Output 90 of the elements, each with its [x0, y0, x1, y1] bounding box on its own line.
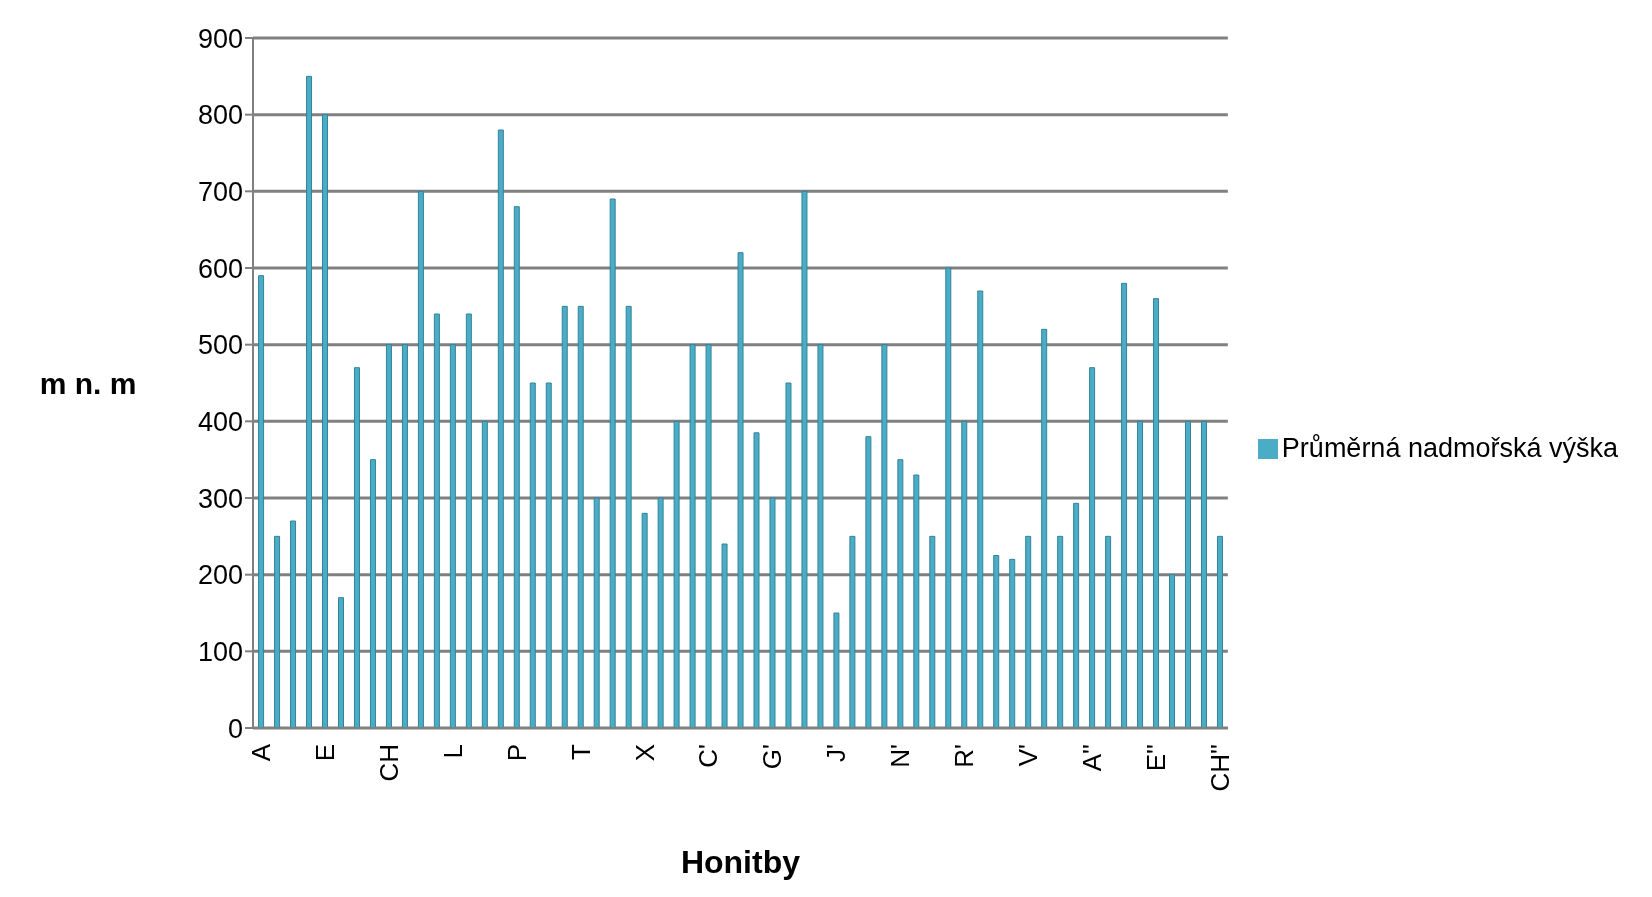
x-tick-label: E''	[1140, 744, 1171, 772]
y-tick-label: 500	[197, 330, 243, 361]
bar	[881, 344, 888, 728]
bar	[849, 535, 856, 728]
bar	[1216, 535, 1223, 728]
y-tick-label: 800	[197, 100, 243, 131]
bar	[689, 344, 696, 728]
bar	[481, 420, 488, 728]
x-tick-label: X	[629, 744, 660, 762]
y-tick-label: 300	[197, 483, 243, 514]
bar	[561, 305, 568, 728]
bar	[1041, 328, 1048, 728]
bar	[1137, 420, 1144, 728]
bar	[625, 305, 632, 728]
y-tick-label: 600	[197, 253, 243, 284]
bar	[417, 190, 424, 728]
bar	[1105, 535, 1112, 728]
bar	[258, 275, 265, 728]
bar	[865, 436, 872, 728]
bar	[385, 344, 392, 728]
bar	[801, 190, 808, 728]
bar	[513, 206, 520, 728]
x-tick-label: T	[565, 743, 596, 760]
bar	[433, 313, 440, 728]
bar	[817, 344, 824, 728]
bar	[274, 535, 281, 728]
y-tick-label: 900	[197, 23, 243, 54]
bar	[1073, 502, 1080, 728]
x-tick-label: R'	[949, 744, 980, 768]
bar	[1185, 420, 1192, 728]
bar	[945, 267, 952, 728]
bar	[545, 382, 552, 728]
x-tick-label: A''	[1077, 744, 1108, 772]
x-tick-label: A	[245, 743, 276, 762]
bar	[1025, 535, 1032, 728]
y-tick-label: 100	[197, 636, 243, 667]
bar	[929, 535, 936, 728]
bar	[657, 497, 664, 728]
x-tick-label: V'	[1013, 744, 1044, 767]
x-tick-label: N'	[885, 744, 916, 768]
bar	[993, 555, 1000, 728]
bar	[290, 520, 297, 728]
bar	[609, 198, 616, 728]
x-tick-label: E	[309, 744, 340, 762]
bar	[1057, 535, 1064, 728]
x-tick-label: J'	[821, 744, 852, 762]
bar	[737, 252, 744, 728]
bar	[673, 420, 680, 728]
bar	[1121, 282, 1128, 728]
bar	[1089, 367, 1096, 728]
y-tick-label: 400	[197, 406, 243, 437]
y-tick-label: 200	[197, 560, 243, 591]
x-tick-label: P	[501, 744, 532, 762]
x-tick-label: C'	[693, 744, 724, 768]
bar	[913, 474, 920, 728]
bar	[322, 114, 329, 728]
bar	[593, 497, 600, 728]
bar	[785, 382, 792, 728]
bar	[721, 543, 728, 728]
bar	[705, 344, 712, 728]
bar	[529, 382, 536, 728]
x-axis-title: Honitby	[680, 844, 801, 880]
bar	[306, 75, 313, 728]
x-tick-label: L	[437, 744, 468, 759]
bar	[577, 305, 584, 728]
bar	[1153, 298, 1160, 728]
y-tick-label: 0	[227, 713, 243, 744]
bar	[897, 459, 904, 728]
bar	[1200, 420, 1207, 728]
x-tick-label: G'	[757, 744, 788, 770]
bar	[961, 420, 968, 728]
legend-label: Průměrná nadmořská výška	[1281, 432, 1618, 463]
bar	[1169, 574, 1176, 728]
bar	[497, 129, 504, 728]
y-tick-label: 700	[197, 176, 243, 207]
bar	[641, 512, 648, 728]
x-tick-label: CH''	[1204, 744, 1235, 792]
bar	[401, 344, 408, 728]
bar	[449, 344, 456, 728]
bar	[977, 290, 984, 728]
bar	[369, 459, 376, 728]
x-tick-label: CH	[373, 744, 404, 782]
bar	[753, 432, 760, 728]
bar	[833, 612, 840, 728]
bar	[465, 313, 472, 728]
y-axis-title: m n. m	[39, 366, 137, 400]
bar	[353, 367, 360, 728]
bar	[769, 497, 776, 728]
bar	[338, 597, 344, 728]
bar	[1009, 558, 1016, 728]
